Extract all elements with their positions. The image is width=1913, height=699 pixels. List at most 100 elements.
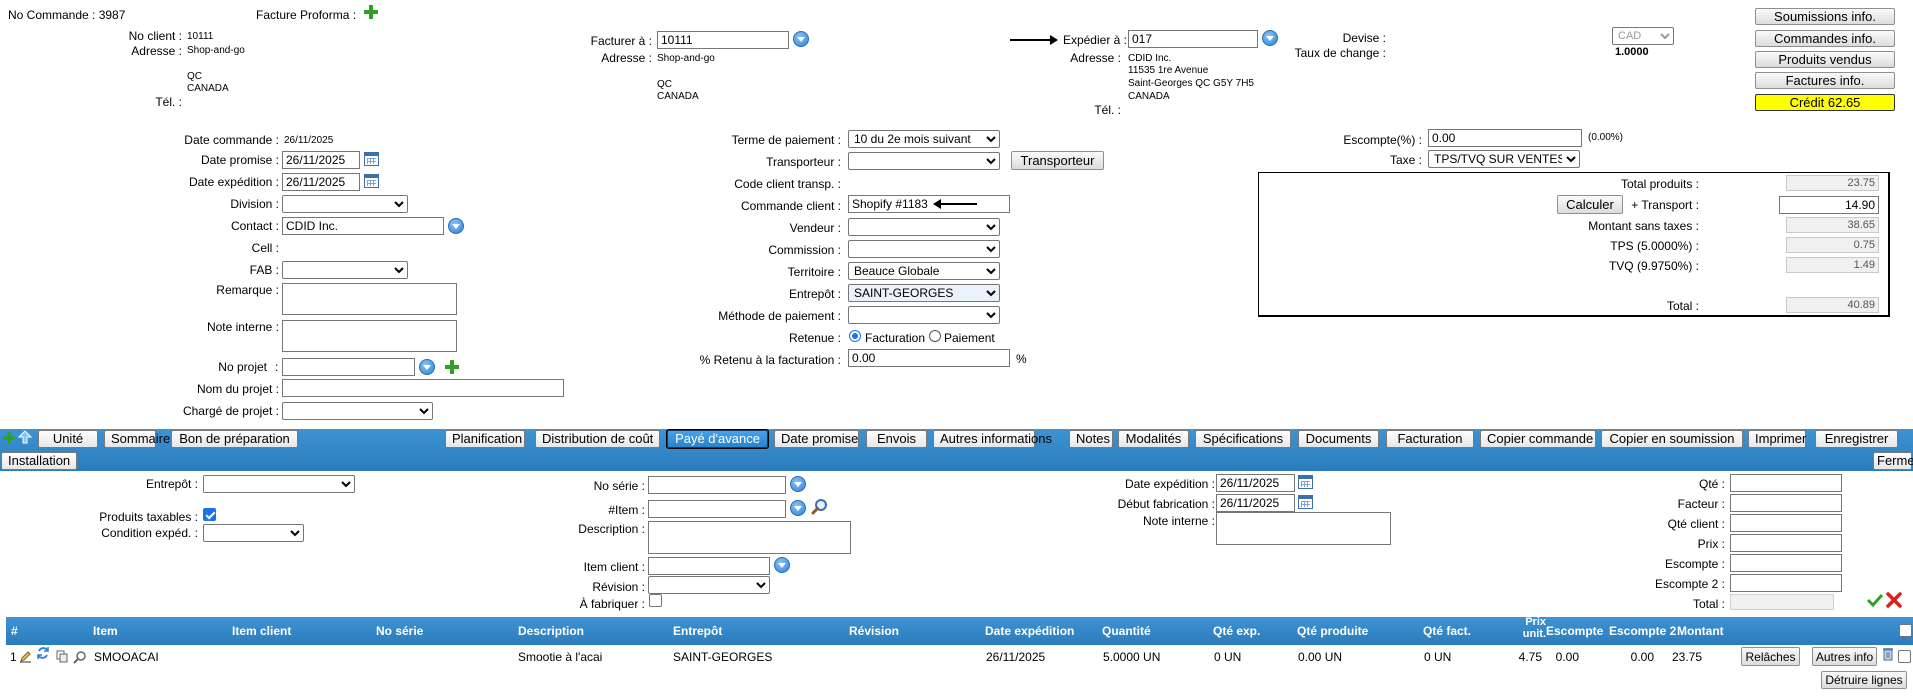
holdback-payment-radio[interactable]: [929, 330, 941, 342]
carrier-button[interactable]: Transporteur: [1011, 151, 1104, 170]
serial-input[interactable]: [648, 476, 786, 494]
remark-textarea[interactable]: [282, 283, 457, 315]
line-ship-date-calendar-icon[interactable]: [1298, 475, 1313, 489]
ship-condition-select[interactable]: [203, 524, 304, 542]
products-sold-button[interactable]: Produits vendus: [1755, 51, 1895, 68]
add-line-icon[interactable]: [3, 432, 15, 444]
commission-select[interactable]: [848, 240, 1000, 258]
releases-button[interactable]: Relâches: [1741, 647, 1800, 666]
division-select[interactable]: [282, 195, 408, 213]
tab-documents[interactable]: Documents: [1298, 430, 1379, 448]
ship-to-input[interactable]: [1128, 30, 1258, 48]
add-project-icon[interactable]: [445, 360, 459, 374]
submissions-info-button[interactable]: Soumissions info.: [1755, 8, 1895, 25]
holdback-pct-input[interactable]: [848, 349, 1010, 367]
installation-button[interactable]: Installation: [1, 452, 77, 470]
line-client-qty-input[interactable]: [1730, 514, 1842, 532]
payment-method-select[interactable]: [848, 306, 1000, 324]
calculate-button[interactable]: Calculer: [1557, 195, 1623, 214]
transport-input[interactable]: [1779, 196, 1879, 214]
to-make-checkbox[interactable]: [649, 594, 662, 607]
tab-unite[interactable]: Unité: [38, 430, 98, 448]
tab-specifications[interactable]: Spécifications: [1195, 430, 1291, 448]
internal-note-textarea[interactable]: [282, 320, 457, 352]
line-price-input[interactable]: [1730, 534, 1842, 552]
line-warehouse-select[interactable]: [203, 475, 355, 493]
client-item-lookup-icon[interactable]: [774, 557, 790, 573]
orders-info-button[interactable]: Commandes info.: [1755, 30, 1895, 47]
select-all-checkbox[interactable]: [1899, 624, 1912, 637]
serial-lookup-icon[interactable]: [790, 476, 806, 492]
fab-select[interactable]: [282, 261, 408, 279]
warehouse-select[interactable]: SAINT-GEORGES: [848, 284, 1000, 302]
delete-lines-button[interactable]: Détruire lignes: [1821, 671, 1907, 689]
move-up-icon[interactable]: [17, 430, 33, 444]
project-lookup-icon[interactable]: [419, 359, 435, 375]
close-button[interactable]: Fermer: [1873, 452, 1913, 470]
territory-select[interactable]: Beauce Globale: [848, 262, 1000, 280]
tab-autres-informations[interactable]: Autres informations: [933, 430, 1052, 448]
date-shipping-calendar-icon[interactable]: [364, 174, 379, 188]
invoices-info-button[interactable]: Factures info.: [1755, 72, 1895, 89]
tab-distribution-de-cout[interactable]: Distribution de coût: [535, 430, 660, 448]
discount-pct-input[interactable]: [1428, 129, 1582, 147]
payment-terms-select[interactable]: 10 du 2e mois suivant: [848, 130, 1000, 148]
tab-copier-en-soumission[interactable]: Copier en soumission: [1601, 430, 1743, 448]
trash-icon[interactable]: [1882, 646, 1894, 661]
description-textarea[interactable]: [648, 521, 851, 554]
cancel-line-icon[interactable]: [1886, 592, 1902, 608]
contact-input[interactable]: [282, 217, 444, 235]
tab-date-promise[interactable]: Date promise: [774, 430, 859, 448]
revision-select[interactable]: [648, 576, 770, 594]
fab-start-calendar-icon[interactable]: [1298, 495, 1313, 509]
edit-line-icon[interactable]: [19, 650, 32, 663]
carrier-select[interactable]: [848, 152, 1000, 170]
client-item-input[interactable]: [648, 557, 770, 575]
seller-select[interactable]: [848, 218, 1000, 236]
project-no-input[interactable]: [282, 358, 415, 376]
date-shipping-input[interactable]: [282, 173, 360, 191]
taxable-checkbox[interactable]: [203, 508, 216, 521]
tab-planification[interactable]: Planification: [445, 430, 525, 448]
tab-facturation[interactable]: Facturation: [1386, 430, 1474, 448]
holdback-invoicing-radio[interactable]: [849, 330, 861, 342]
project-name-input[interactable]: [282, 379, 564, 397]
ship-to-lookup-icon[interactable]: [1262, 30, 1278, 46]
date-promised-input[interactable]: [282, 151, 360, 169]
tab-notes[interactable]: Notes: [1069, 430, 1113, 448]
other-info-button[interactable]: Autres info: [1812, 647, 1877, 666]
line-qty-input[interactable]: [1730, 474, 1842, 492]
client-order-input[interactable]: [848, 195, 1010, 213]
tab-imprimer[interactable]: Imprimer: [1748, 430, 1806, 448]
copy-line-icon[interactable]: [56, 650, 69, 663]
tab-bon-de-preparation[interactable]: Bon de préparation: [171, 430, 298, 448]
add-proforma-icon[interactable]: [364, 5, 378, 19]
tab-paye-d-avance[interactable]: Payé d'avance: [666, 429, 769, 449]
line-internal-note-textarea[interactable]: [1216, 512, 1391, 545]
tab-enregistrer[interactable]: Enregistrer: [1815, 430, 1898, 448]
line-factor-input[interactable]: [1730, 494, 1842, 512]
line-discount-input[interactable]: [1730, 554, 1842, 572]
confirm-line-icon[interactable]: [1866, 592, 1884, 608]
view-line-icon[interactable]: [73, 650, 87, 664]
bill-to-lookup-icon[interactable]: [793, 31, 809, 47]
refresh-line-icon[interactable]: [36, 646, 50, 660]
contact-lookup-icon[interactable]: [448, 218, 464, 234]
tax-select[interactable]: TPS/TVQ SUR VENTES: [1428, 150, 1580, 168]
currency-select[interactable]: CAD: [1612, 27, 1674, 45]
item-input[interactable]: [648, 500, 786, 518]
tab-envois[interactable]: Envois: [866, 430, 927, 448]
fab-start-input[interactable]: [1216, 494, 1295, 512]
line-discount2-input[interactable]: [1730, 574, 1842, 592]
item-lookup-icon[interactable]: [790, 500, 806, 516]
bill-to-input[interactable]: [657, 31, 789, 49]
tab-modalites[interactable]: Modalités: [1118, 430, 1189, 448]
project-manager-select[interactable]: [282, 402, 433, 420]
line-ship-date-input[interactable]: [1216, 474, 1295, 492]
credit-button[interactable]: Crédit 62.65: [1755, 94, 1895, 111]
tab-copier-commande[interactable]: Copier commande: [1480, 430, 1596, 448]
row-select-checkbox[interactable]: [1898, 650, 1911, 663]
date-promised-calendar-icon[interactable]: [364, 152, 379, 166]
item-search-icon[interactable]: [811, 498, 829, 516]
tab-sommaire[interactable]: Sommaire: [104, 430, 170, 448]
